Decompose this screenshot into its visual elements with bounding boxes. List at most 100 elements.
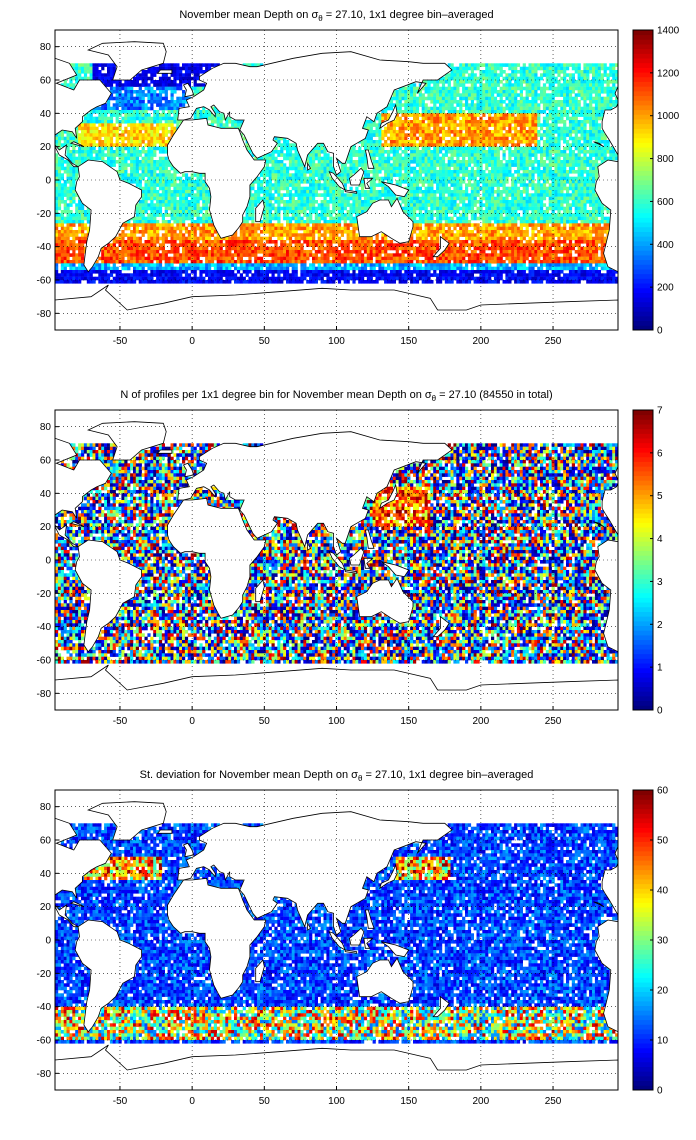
data-cell [589, 133, 593, 137]
data-cell [537, 193, 541, 197]
data-cell [170, 86, 174, 91]
data-cell [401, 173, 405, 177]
data-cell [184, 80, 189, 84]
data-cell [433, 96, 437, 101]
data-cell [60, 160, 64, 164]
data-cell [427, 150, 431, 154]
data-cell [366, 136, 370, 141]
data-cell [323, 166, 327, 171]
data-cell [57, 173, 62, 177]
data-cell [375, 143, 379, 147]
data-cell [135, 173, 139, 177]
data-cell [124, 173, 128, 177]
data-cell [594, 76, 599, 81]
data-cell [141, 136, 145, 141]
data-cell [433, 173, 437, 177]
data-cell [534, 183, 538, 187]
data-cell [462, 176, 466, 181]
data-cell [557, 140, 561, 144]
data-cell [542, 63, 547, 67]
data-cell [424, 186, 428, 191]
data-cell [170, 103, 174, 107]
data-cell [398, 176, 402, 181]
data-cell [60, 173, 64, 177]
data-cell [144, 150, 148, 154]
data-cell [57, 200, 62, 204]
data-cell [95, 63, 99, 67]
data-cell [447, 86, 451, 91]
data-cell [439, 186, 443, 191]
data-cell [193, 116, 197, 121]
data-cell [433, 126, 437, 131]
data-cell [182, 100, 186, 104]
data-cell [424, 170, 428, 174]
data-cell [389, 133, 394, 137]
data-cell [537, 163, 541, 167]
data-cell [508, 160, 512, 164]
data-cell [499, 143, 503, 147]
data-cell [387, 136, 391, 141]
data-cell [534, 113, 538, 117]
data-cell [479, 70, 483, 74]
data-cell [158, 63, 163, 67]
data-cell [519, 123, 523, 127]
data-cell [542, 110, 547, 114]
data-cell [300, 166, 304, 171]
data-cell [554, 126, 558, 131]
data-cell [430, 156, 434, 161]
data-cell [294, 190, 298, 194]
data-cell [320, 146, 324, 151]
data-cell [210, 123, 215, 127]
data-cell [164, 166, 168, 171]
data-cell [586, 183, 590, 187]
data-cell [92, 130, 96, 134]
data-cell [447, 83, 451, 87]
data-cell [130, 136, 134, 141]
data-cell [499, 146, 503, 151]
data-cell [470, 66, 474, 71]
data-cell [135, 96, 139, 101]
data-cell [537, 63, 541, 67]
data-cell [150, 123, 154, 127]
data-cell [427, 96, 431, 101]
data-cell [488, 116, 492, 121]
data-cell [563, 100, 567, 104]
data-cell [127, 120, 131, 124]
data-cell [583, 90, 587, 94]
data-cell [554, 63, 558, 67]
data-cell [248, 196, 252, 201]
data-cell [98, 146, 102, 151]
data-cell [72, 170, 76, 174]
data-cell [531, 180, 535, 184]
data-cell [176, 73, 180, 77]
data-cell [280, 176, 284, 181]
data-cell [144, 183, 148, 187]
data-cell [545, 166, 549, 171]
data-cell [516, 206, 521, 211]
data-cell [150, 86, 154, 91]
data-cell [528, 196, 532, 201]
data-cell [156, 160, 160, 164]
data-cell [101, 80, 105, 84]
data-cell [542, 180, 547, 184]
data-cell [277, 183, 281, 187]
data-cell [433, 133, 437, 137]
data-cell [314, 153, 318, 157]
data-cell [525, 100, 529, 104]
data-cell [499, 96, 503, 101]
data-cell [130, 90, 134, 94]
data-cell [441, 136, 446, 141]
data-cell [144, 93, 148, 97]
data-cell [280, 183, 284, 187]
data-cell [485, 206, 489, 211]
data-cell [525, 200, 529, 204]
data-cell [254, 156, 258, 161]
data-cell [508, 100, 512, 104]
data-cell [516, 110, 521, 114]
data-cell [92, 126, 96, 131]
data-cell [130, 166, 134, 171]
data-cell [430, 130, 434, 134]
data-cell [592, 113, 596, 117]
data-cell [514, 133, 518, 137]
data-cell [156, 113, 160, 117]
